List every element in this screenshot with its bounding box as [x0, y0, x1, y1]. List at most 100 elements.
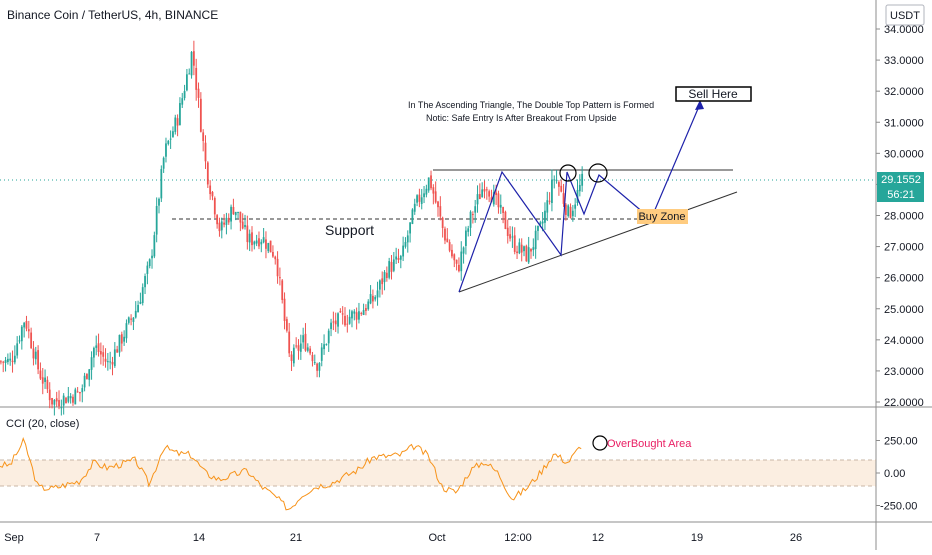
candle-body: [574, 204, 577, 209]
top-circle-2[interactable]: [588, 163, 608, 183]
cci-title: CCI (20, close): [6, 418, 79, 430]
candle-body: [285, 319, 288, 331]
candle-body: [539, 222, 542, 225]
candle-body: [411, 209, 414, 224]
candle-body: [344, 315, 346, 326]
candle-body: [134, 310, 137, 318]
candle-body: [81, 388, 84, 393]
candle-body: [265, 239, 267, 249]
candle-body: [44, 377, 46, 382]
candle-body: [288, 331, 291, 354]
candle-body: [458, 264, 460, 272]
cci-tick-label: -250.00: [880, 501, 917, 513]
time-axis[interactable]: Sep 7 14 21 Oct 12:00 12 19 26: [4, 532, 802, 544]
candle-body: [283, 298, 286, 321]
candle-body: [376, 290, 379, 298]
time-tick-label: 26: [790, 532, 802, 544]
time-tick-label: Sep: [4, 532, 24, 544]
cci-axis[interactable]: 250.00 0.00 -250.00: [876, 436, 918, 513]
candle-body: [60, 407, 63, 409]
candle-body: [558, 182, 560, 187]
candle-body: [365, 308, 367, 311]
candle-body: [423, 193, 425, 198]
candle-body: [353, 311, 356, 314]
candle-body: [34, 351, 37, 360]
candle-body: [279, 277, 281, 279]
candle-body: [337, 313, 339, 327]
pattern-note-line-1: In The Ascending Triangle, The Double To…: [408, 100, 654, 110]
candle-body: [146, 265, 149, 274]
time-tick-label: 21: [290, 532, 302, 544]
candle-body: [381, 278, 384, 285]
candle-body: [255, 240, 258, 244]
candle-body: [339, 311, 342, 313]
candle-body: [437, 201, 439, 208]
candle-body: [348, 316, 351, 324]
candle-body: [39, 370, 42, 379]
buy-zone-box[interactable]: [637, 209, 688, 224]
candle-body: [104, 358, 107, 362]
candle-body: [306, 347, 309, 351]
candle-body: [313, 362, 316, 364]
candle-body: [206, 162, 209, 185]
candle-body: [444, 228, 446, 241]
candle-body: [102, 352, 105, 357]
candle-body: [148, 259, 151, 267]
top-circle-1[interactable]: [559, 164, 577, 182]
price-tick-label: 33.0000: [884, 55, 924, 67]
candle-body: [232, 206, 235, 215]
cci-line: [0, 437, 582, 511]
currency-button[interactable]: [885, 4, 925, 26]
overbought-circle[interactable]: [592, 435, 608, 451]
candle-body: [272, 251, 274, 257]
candle-body: [130, 318, 132, 320]
candle-body: [139, 301, 142, 304]
candle-body: [511, 236, 514, 238]
candle-body: [546, 200, 549, 213]
cci-band: [0, 460, 876, 486]
candle-body: [548, 200, 551, 202]
candle-body: [527, 247, 530, 263]
candle-body: [267, 243, 270, 252]
candle-body: [83, 375, 86, 388]
candle-body: [190, 51, 193, 76]
candle-body: [4, 360, 7, 363]
candle-body: [20, 326, 23, 342]
candle-body: [125, 323, 128, 339]
cci-tick-label: 0.00: [884, 468, 905, 480]
candle-body: [399, 255, 402, 260]
candle-body: [372, 295, 374, 302]
candle-body: [176, 118, 179, 126]
candle-body: [483, 189, 486, 192]
candle-body: [297, 345, 300, 351]
candle-body: [186, 74, 188, 91]
candle-body: [439, 206, 442, 217]
candle-body: [569, 206, 572, 218]
candle-body: [69, 396, 72, 399]
candle-body: [460, 251, 463, 272]
sell-here-box[interactable]: [675, 86, 752, 102]
candle-body: [25, 321, 28, 329]
candle-body: [323, 344, 325, 350]
candle-body: [581, 173, 584, 186]
candle-body: [165, 143, 167, 157]
candle-body: [151, 255, 153, 259]
candle-body: [402, 245, 405, 257]
candle-body: [478, 194, 481, 200]
candle-body: [174, 117, 177, 132]
candle-body: [158, 198, 160, 206]
candle-body: [253, 241, 256, 245]
price-axis[interactable]: 34.000033.000032.000031.000030.000029.00…: [876, 24, 924, 409]
candle-body: [27, 329, 30, 332]
candle-body: [441, 217, 444, 229]
candle-body: [362, 310, 365, 316]
ascending-trendline[interactable]: [458, 191, 738, 293]
candle-body: [106, 361, 109, 363]
candle-body: [127, 317, 130, 323]
candle-body: [86, 373, 88, 379]
candle-body: [118, 334, 121, 353]
pattern-note-line-2: Notic: Safe Entry Is After Breakout From…: [426, 113, 617, 123]
overbought-label: OverBought Area: [607, 438, 692, 450]
